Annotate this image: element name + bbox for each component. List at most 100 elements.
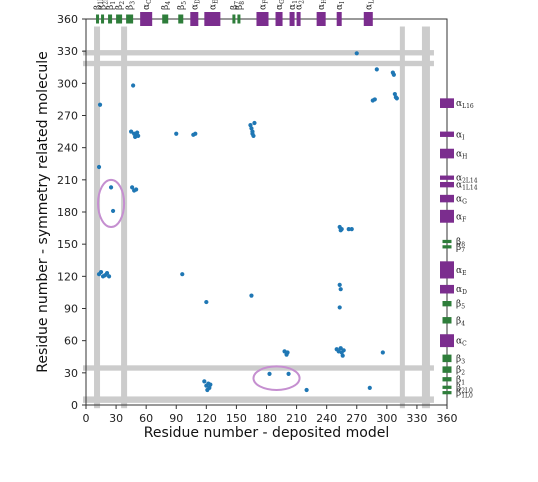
top-sse-6 — [162, 14, 169, 24]
grey-band-horizontal-3 — [82, 50, 434, 56]
data-point-63 — [367, 385, 372, 390]
data-point-68 — [394, 96, 399, 101]
data-point-65 — [391, 72, 396, 77]
data-point-41 — [267, 371, 272, 377]
grey-bands — [82, 26, 434, 409]
right-sse-label-16: αH — [456, 150, 467, 161]
right-sse-18 — [440, 98, 454, 108]
top-sse-10 — [232, 14, 236, 24]
top-sse-label-11: β8 — [235, 1, 246, 10]
right-sse-label-8: αD — [456, 285, 467, 296]
right-sse-3 — [442, 366, 452, 373]
data-point-40 — [285, 350, 290, 355]
data-point-15 — [136, 133, 141, 138]
right-sse-13 — [440, 194, 454, 203]
grey-band-horizontal-1 — [82, 365, 434, 371]
top-sse-2 — [108, 14, 113, 24]
top-sse-label-8: αD — [190, 0, 201, 10]
right-sse-label-1: β2L0 — [456, 383, 473, 394]
data-point-42 — [286, 371, 291, 377]
top-sse-label-9: αE — [208, 0, 219, 10]
data-point-37 — [249, 293, 254, 298]
top-sse-12 — [256, 12, 269, 26]
right-sse-10 — [442, 245, 452, 249]
data-point-20 — [174, 131, 179, 136]
right-sse-label-14: α1L14 — [456, 181, 478, 192]
data-point-43 — [304, 387, 309, 393]
highlight-ellipses — [97, 178, 301, 391]
top-sse-4 — [126, 14, 134, 24]
data-point-10 — [129, 129, 134, 134]
x-tick-label-330: 330 — [406, 412, 427, 425]
data-point-31 — [248, 123, 253, 128]
top-sse-label-16: αH — [317, 0, 328, 10]
x-axis-title: Residue number - deposited model — [144, 425, 389, 441]
right-sse-label-0: β1L0 — [456, 389, 473, 400]
top-sse-7 — [178, 14, 184, 24]
y-tick-label-0: 0 — [71, 399, 78, 412]
right-sse-label-6: β4 — [456, 316, 465, 327]
grey-band-vertical-3 — [421, 26, 430, 409]
right-sse-17 — [440, 131, 454, 137]
right-sse-label-15: α2L14 — [456, 174, 478, 185]
top-sse-16 — [316, 12, 326, 26]
data-point-23 — [180, 272, 185, 277]
top-sse-label-17: αI — [335, 1, 346, 10]
right-sse-15 — [440, 175, 454, 180]
data-point-3 — [110, 208, 116, 214]
x-tick-label-150: 150 — [226, 412, 247, 425]
top-sse-label-15: α2L14 — [295, 0, 306, 10]
x-tick-label-360: 360 — [437, 412, 458, 425]
x-tick-label-180: 180 — [256, 412, 277, 425]
right-sse-label-12: αF — [456, 212, 466, 223]
right-sse-label-2: β1 — [456, 375, 465, 386]
right-sse-label-9: αE — [456, 266, 466, 277]
right-sse-label-17: αI — [456, 130, 465, 141]
y-tick-label-180: 180 — [57, 206, 78, 219]
y-tick-label-30: 30 — [64, 367, 78, 380]
right-sse-12 — [440, 209, 454, 223]
x-tick-label-240: 240 — [316, 412, 337, 425]
top-sse-18 — [363, 12, 373, 26]
data-point-46 — [339, 227, 344, 232]
y-tick-label-150: 150 — [57, 238, 78, 251]
top-sse-label-2: β1 — [106, 1, 117, 10]
data-point-54 — [338, 346, 343, 351]
grey-band-horizontal-2 — [82, 60, 434, 67]
top-sse-17 — [336, 12, 342, 26]
data-point-57 — [341, 348, 346, 353]
y-tick-label-90: 90 — [64, 303, 78, 316]
x-tick-label-270: 270 — [346, 412, 367, 425]
data-point-61 — [374, 67, 379, 72]
data-point-25 — [202, 379, 207, 384]
data-point-56 — [340, 353, 345, 358]
y-tick-label-270: 270 — [57, 110, 78, 123]
highlight-ellipse-1 — [252, 365, 301, 391]
y-axis: 0 30 60 90 120 150 180 210 240 270 300 330 360 — [57, 13, 86, 412]
data-point-66 — [392, 91, 397, 97]
top-sse-8 — [190, 12, 199, 26]
x-tick-label-120: 120 — [196, 412, 217, 425]
top-sse-label-7: β5 — [177, 1, 188, 10]
data-point-62 — [380, 350, 385, 355]
right-sse-label-4: β3 — [456, 354, 465, 365]
right-sse-label-13: αG — [456, 195, 467, 206]
top-sse-5 — [140, 12, 153, 26]
top-sse-14 — [289, 12, 295, 26]
right-sse-label-10: β7 — [456, 243, 465, 254]
data-point-14 — [135, 130, 140, 135]
right-sse-14 — [440, 181, 454, 188]
top-sse-label-1: β2L0 — [99, 0, 110, 10]
grey-band-vertical-2 — [399, 26, 405, 409]
right-sse-8 — [440, 284, 454, 294]
data-point-58 — [354, 51, 359, 56]
x-tick-label-90: 90 — [169, 412, 183, 425]
data-point-29 — [207, 385, 212, 390]
plot-frame — [85, 18, 448, 406]
data-point-49 — [337, 282, 342, 288]
y-tick-label-210: 210 — [57, 174, 78, 187]
top-sse-13 — [275, 12, 283, 26]
grey-band-vertical-0 — [94, 26, 101, 409]
